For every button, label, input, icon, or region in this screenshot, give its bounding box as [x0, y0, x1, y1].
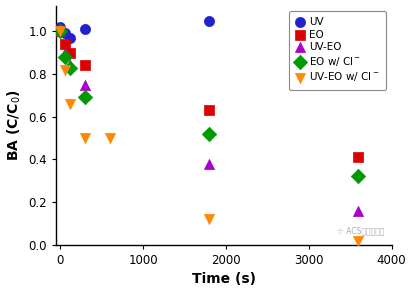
UV-EO: [57, 29, 63, 34]
UV-EO w/ Cl$^-$: [107, 136, 113, 140]
EO w/ Cl$^-$: [67, 65, 73, 70]
X-axis label: Time (s): Time (s): [192, 272, 256, 286]
EO w/ Cl$^-$: [355, 174, 362, 179]
EO: [62, 42, 68, 46]
UV: [57, 25, 63, 29]
UV-EO: [62, 50, 68, 55]
EO w/ Cl$^-$: [62, 55, 68, 59]
EO: [82, 63, 89, 68]
Y-axis label: BA (C/C$_0$): BA (C/C$_0$): [5, 89, 23, 161]
UV: [67, 35, 73, 40]
UV-EO w/ Cl$^-$: [206, 217, 213, 222]
EO w/ Cl$^-$: [82, 95, 89, 100]
EO w/ Cl$^-$: [57, 29, 63, 34]
Text: ☆ ACS美国化学会: ☆ ACS美国化学会: [337, 226, 385, 235]
UV-EO: [355, 208, 362, 213]
UV-EO w/ Cl$^-$: [82, 136, 89, 140]
UV: [206, 18, 213, 23]
UV-EO w/ Cl$^-$: [67, 102, 73, 106]
EO: [355, 155, 362, 160]
Legend: UV, EO, UV-EO, EO w/ Cl$^-$, UV-EO w/ Cl$^-$: UV, EO, UV-EO, EO w/ Cl$^-$, UV-EO w/ Cl…: [289, 11, 386, 90]
EO: [67, 50, 73, 55]
EO: [57, 29, 63, 34]
UV-EO: [67, 63, 73, 68]
UV-EO: [206, 161, 213, 166]
UV-EO w/ Cl$^-$: [57, 29, 63, 34]
UV: [82, 27, 89, 32]
EO: [206, 108, 213, 113]
UV-EO w/ Cl$^-$: [62, 67, 68, 72]
UV: [62, 31, 68, 36]
UV-EO: [82, 82, 89, 87]
EO w/ Cl$^-$: [206, 131, 213, 136]
UV-EO w/ Cl$^-$: [355, 238, 362, 243]
